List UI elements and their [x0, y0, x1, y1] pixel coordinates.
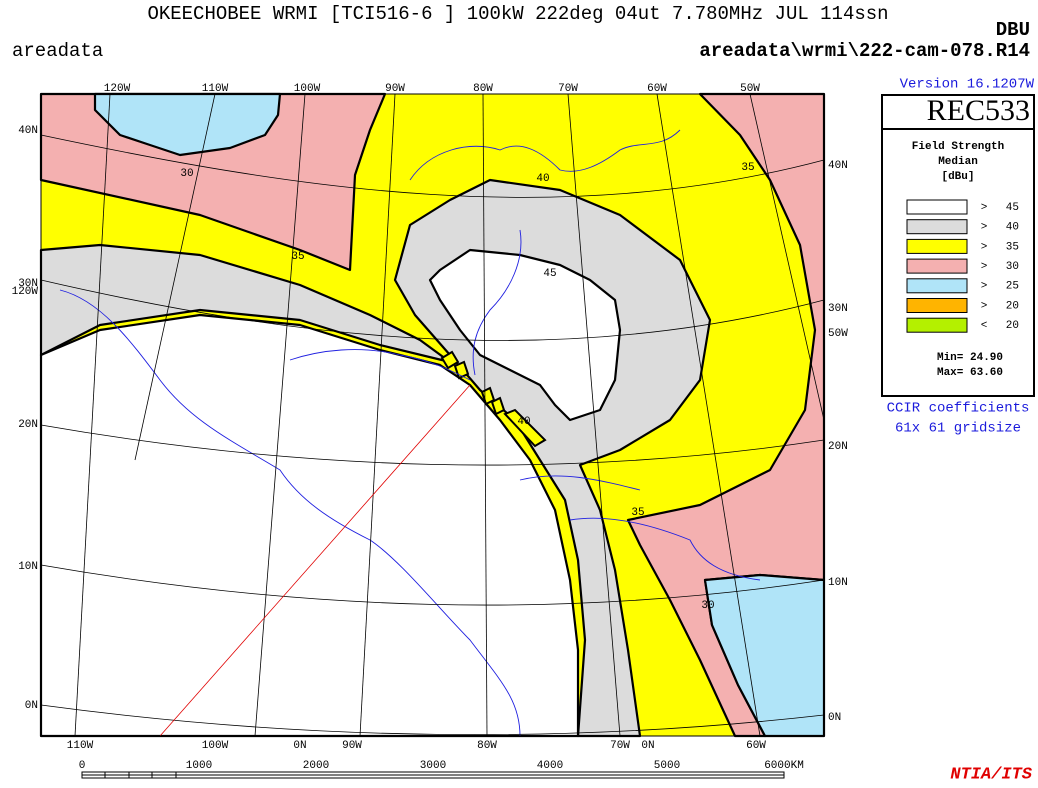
region-25 — [93, 92, 282, 157]
lon-label: 120W — [104, 83, 131, 95]
lon-label: 0N — [641, 740, 654, 752]
legend-op: < — [981, 320, 988, 332]
lat-label: 40N — [828, 160, 848, 172]
coastlines — [59, 129, 761, 737]
scale-bar — [81, 771, 785, 779]
lon-label: 90W — [342, 740, 362, 752]
map-frame — [40, 93, 825, 737]
legend-subtitle: Median — [938, 156, 978, 168]
lon-label: 70W — [558, 83, 578, 95]
legend-swatch — [906, 238, 968, 254]
lat-label: 30N — [18, 278, 38, 290]
legend-swatch — [906, 199, 968, 215]
lat-label: 20N — [828, 441, 848, 453]
header-title: OKEECHOBEE WRMI [TCI516-6 ] 100kW 222deg… — [147, 3, 888, 25]
lat-label: 120W — [12, 286, 39, 298]
lon-label: 100W — [294, 83, 321, 95]
lon-label: 50W — [740, 83, 760, 95]
legend-swatch — [906, 298, 968, 313]
max: Max= 63.60 — [937, 367, 1003, 379]
contour-label: 35 — [291, 251, 304, 263]
legend-op: > — [981, 300, 988, 312]
lon-label: 110W — [67, 740, 94, 752]
region-45 — [39, 313, 580, 738]
legend-op: > — [981, 281, 988, 293]
contour-label: 40 — [517, 416, 530, 428]
legend-value: 20 — [1006, 320, 1019, 332]
legend-swatch — [906, 219, 968, 235]
legend-op: > — [981, 222, 988, 234]
region-45 — [428, 248, 622, 422]
lat-label: 40N — [18, 125, 38, 137]
note: CCIR coefficients — [887, 401, 1030, 417]
lat-label: 0N — [25, 700, 38, 712]
legend-value: 20 — [1006, 300, 1019, 312]
legend-value: 35 — [1006, 241, 1019, 253]
scale-label: 1000 — [186, 760, 212, 772]
legend-swatch — [906, 317, 968, 333]
legend-value: 40 — [1006, 222, 1019, 234]
lon-label: 0N — [293, 740, 306, 752]
lat-label: 0N — [828, 712, 841, 724]
min: Min= 24.90 — [937, 352, 1003, 364]
scale-label: 4000 — [537, 760, 563, 772]
model: REC533 — [927, 94, 1030, 127]
legend-swatch — [906, 278, 968, 294]
legend-op: > — [981, 202, 988, 214]
legend-op: > — [981, 261, 988, 273]
scale-label: 6000KM — [764, 760, 804, 772]
lon-label: 80W — [473, 83, 493, 95]
version: Version 16.1207W — [900, 77, 1035, 93]
contour-label: 40 — [536, 173, 549, 185]
credit: NTIA/ITS — [950, 765, 1032, 784]
lon-label: 90W — [385, 83, 405, 95]
legend-value: 30 — [1006, 261, 1019, 273]
map — [39, 92, 826, 738]
lat-label: 20N — [18, 419, 38, 431]
azimuth-line — [159, 384, 471, 737]
file-name: areadata\wrmi\222-cam-078.R14 — [699, 40, 1030, 62]
lon-label: 60W — [746, 740, 766, 752]
lon-label: 100W — [202, 740, 229, 752]
scale-label: 3000 — [420, 760, 446, 772]
lat-label: 50W — [828, 328, 848, 340]
area-label: areadata — [12, 40, 103, 62]
legend-title: Field Strength — [912, 141, 1004, 153]
scale-label: 2000 — [303, 760, 329, 772]
contour-label: 45 — [543, 268, 556, 280]
legend-swatch — [906, 258, 968, 274]
contour-label: 30 — [180, 168, 193, 180]
contour-label: 35 — [741, 162, 754, 174]
legend-op: > — [981, 241, 988, 253]
scale-label: 5000 — [654, 760, 680, 772]
contour-label: 30 — [701, 600, 714, 612]
note: 61x 61 gridsize — [895, 421, 1021, 437]
scale-label: 0 — [79, 760, 86, 772]
legend-value: 45 — [1006, 202, 1019, 214]
units: DBU — [996, 19, 1030, 41]
lon-label: 110W — [202, 83, 229, 95]
lon-label: 80W — [477, 740, 497, 752]
lat-label: 10N — [828, 577, 848, 589]
legend-units: [dBu] — [941, 171, 974, 183]
lon-label: 70W — [610, 740, 630, 752]
contour-label: 35 — [631, 507, 644, 519]
graticule — [40, 93, 825, 737]
lat-label: 10N — [18, 561, 38, 573]
lon-label: 60W — [647, 83, 667, 95]
lat-label: 30N — [828, 303, 848, 315]
legend-value: 25 — [1006, 281, 1019, 293]
